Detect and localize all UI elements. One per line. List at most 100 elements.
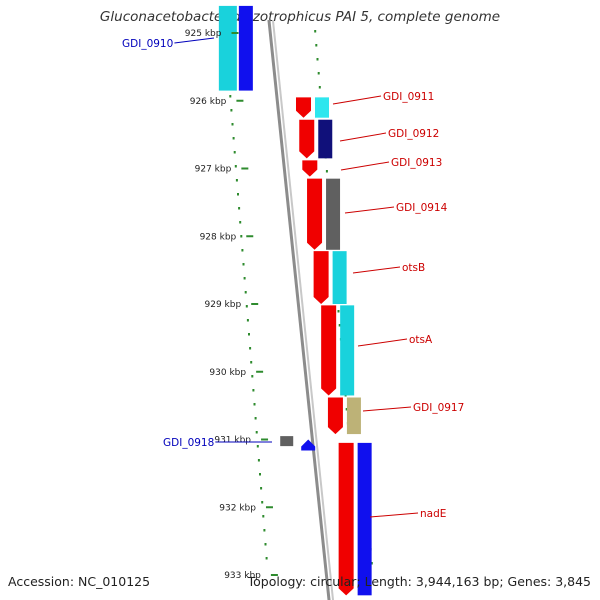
ring-dot	[233, 151, 236, 154]
label-leader-line	[339, 132, 387, 142]
ring-dot	[249, 347, 252, 350]
ring-dot	[318, 86, 321, 89]
ring-dot	[230, 109, 233, 112]
tick-label: 929 kbp	[205, 300, 242, 310]
tick-label: 927 kbp	[195, 165, 232, 175]
ring-dot	[264, 543, 267, 546]
gene-gdi_0910-feature	[218, 5, 253, 91]
label-leader-line	[332, 95, 382, 105]
label-leader-line	[362, 406, 412, 412]
gene-gdi_0911-feature	[295, 97, 329, 118]
gene-features	[218, 5, 372, 596]
ring-dot	[316, 58, 319, 61]
ring-dot	[237, 193, 239, 196]
ring-dot	[255, 431, 258, 434]
forward-gene-arrow	[295, 97, 311, 118]
gene-cog-bar	[326, 178, 341, 250]
gene-gdi_0912-feature	[299, 119, 333, 159]
gene-otsa-feature	[321, 305, 355, 396]
ring-dot	[243, 277, 246, 280]
gene-label-gdi_0914: GDI_0914	[396, 202, 448, 214]
forward-gene-arrow	[321, 305, 337, 396]
ring-dot	[241, 249, 244, 252]
gene-label-nade: nadE	[420, 508, 446, 520]
backbone	[267, 19, 335, 600]
ring-dot	[232, 137, 235, 140]
tick-label: 930 kbp	[209, 368, 246, 378]
gene-cog-bar	[357, 442, 372, 596]
forward-gene-arrow	[338, 442, 354, 596]
gene-cog-bar	[314, 97, 329, 118]
gene-label-otsa: otsA	[409, 334, 433, 346]
ring-dot	[257, 459, 260, 462]
forward-gene-arrow	[299, 119, 315, 159]
forward-gene-arrow	[313, 251, 329, 304]
ring-dot	[245, 305, 248, 308]
reverse-gene-arrow	[301, 439, 316, 451]
gene-cog-bar	[318, 119, 333, 159]
ring-dot	[265, 557, 268, 560]
forward-gene-arrow	[307, 178, 323, 250]
topology-summary: Topology: circular; Length: 3,944,163 bp…	[247, 574, 591, 589]
label-leader-line	[340, 161, 390, 171]
ring-dot	[251, 375, 254, 378]
ring-dot	[338, 324, 341, 327]
label-leader-line	[352, 266, 401, 274]
accession-text: Accession: NC_010125	[8, 574, 151, 589]
ring-dot	[337, 310, 340, 313]
gene-nade-feature	[338, 442, 372, 596]
forward-gene-arrow	[302, 160, 318, 177]
ring-dot	[231, 123, 234, 126]
gene-cog-bar	[346, 397, 361, 435]
label-leader-line	[344, 206, 395, 214]
ring-dot	[253, 403, 256, 406]
gene-label-otsb: otsB	[402, 262, 425, 274]
gene-labels: GDI_0910 GDI_0911 GDI_0912 GDI_0913 GDI_0914…	[122, 37, 464, 520]
ring-dot	[370, 562, 373, 565]
ring-dot	[248, 333, 250, 336]
ring-dot	[246, 319, 249, 322]
ring-dot	[235, 179, 238, 182]
ring-dot	[260, 487, 263, 490]
ring-dot	[317, 72, 320, 75]
kbp-ticks: 925 kbp 926 kbp 927 kbp 928 kbp 929 kbp 930 k…	[185, 29, 278, 581]
ring-dot	[314, 30, 317, 33]
ring-dot	[252, 389, 255, 392]
ring-dot	[262, 515, 265, 518]
tick-label: 925 kbp	[185, 29, 222, 39]
tick-label: 928 kbp	[200, 232, 237, 242]
gene-label-gdi_0911: GDI_0911	[383, 91, 434, 103]
backbone-line	[267, 19, 331, 600]
label-leader-line	[357, 338, 408, 347]
ring-dot	[259, 473, 261, 476]
backbone-shadow	[271, 19, 335, 600]
tick-label: 933 kbp	[224, 571, 261, 581]
gene-label-gdi_0918: GDI_0918	[163, 437, 214, 449]
label-leader-line	[369, 512, 419, 518]
ring-dot	[256, 445, 259, 448]
ring-dot	[254, 417, 257, 420]
ring-dot	[229, 95, 232, 98]
gene-label-gdi_0917: GDI_0917	[413, 402, 464, 414]
tick-label: 931 kbp	[214, 436, 251, 446]
label-leader-line	[174, 37, 215, 44]
ring-dot	[261, 501, 264, 504]
ring-dot	[240, 235, 243, 238]
gene-otsb-feature	[313, 251, 347, 304]
forward-gene-arrow	[327, 397, 343, 435]
reverse-gene-bar	[218, 5, 237, 91]
ring-dot	[325, 170, 328, 173]
gene-label-gdi_0910: GDI_0910	[122, 38, 173, 50]
gene-gdi_0917-feature	[327, 397, 361, 435]
tick-label: 932 kbp	[219, 503, 256, 513]
ring-dot	[345, 408, 348, 411]
ring-dot	[250, 361, 253, 364]
ring-dot	[238, 207, 241, 210]
gene-label-gdi_0912: GDI_0912	[388, 128, 439, 140]
ring-dot	[234, 165, 237, 168]
ring-dot	[315, 44, 318, 47]
gene-cog-bar	[238, 5, 253, 91]
map-title: Gluconacetobacter diazotrophicus PAI 5, …	[99, 9, 501, 25]
